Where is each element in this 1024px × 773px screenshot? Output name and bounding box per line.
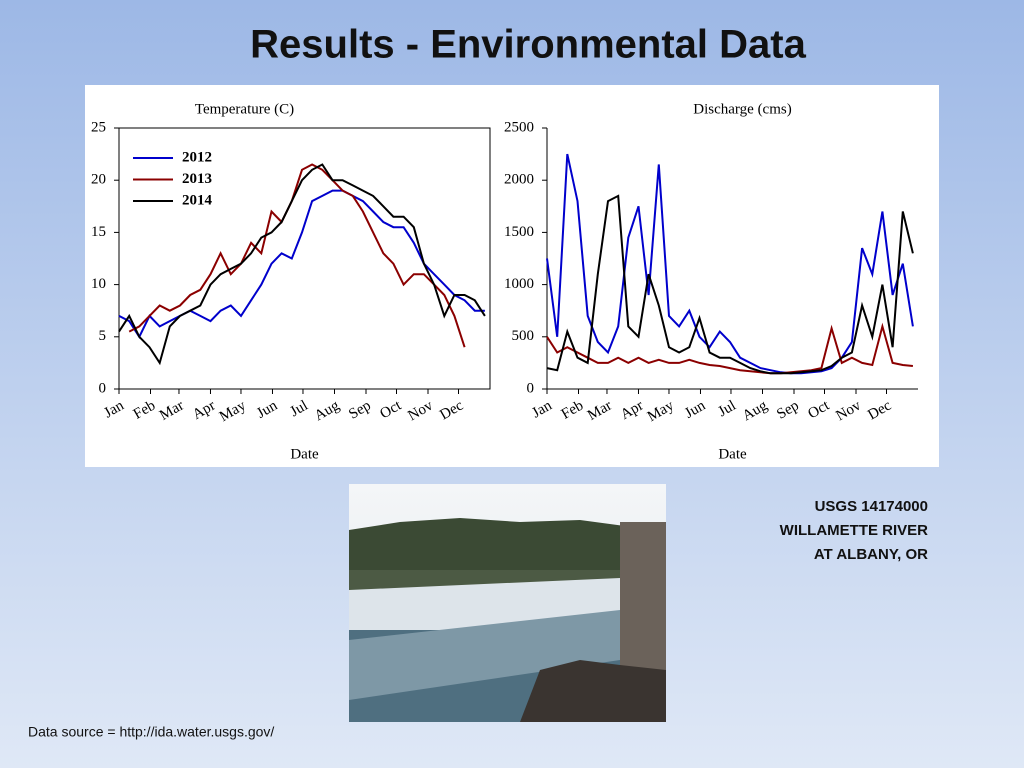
chart-title: Temperature (C) — [195, 101, 294, 117]
y-tick-label: 0 — [527, 380, 535, 396]
x-axis-label: Date — [290, 446, 319, 462]
data-line — [546, 153, 914, 375]
y-tick-label: 5 — [99, 328, 107, 344]
station-line: AT ALBANY, OR — [814, 546, 928, 563]
y-tick-label: 15 — [91, 224, 106, 240]
legend-label: 2012 — [182, 149, 212, 165]
legend-label: 2013 — [182, 171, 212, 187]
data-line — [118, 163, 486, 366]
slide-title: Results - Environmental Data — [250, 23, 806, 67]
x-axis-label: Date — [718, 446, 747, 462]
chart-title: Discharge (cms) — [693, 101, 791, 117]
chart-panel — [85, 85, 939, 467]
y-tick-label: 10 — [91, 276, 106, 292]
station-line: WILLAMETTE RIVER — [780, 522, 928, 539]
photo — [349, 484, 666, 722]
source-note: Data source = http://ida.water.usgs.gov/ — [28, 724, 274, 740]
y-tick-label: 2000 — [504, 172, 534, 188]
y-tick-label: 1500 — [504, 224, 534, 240]
data-line — [128, 163, 466, 348]
station-line: USGS 14174000 — [815, 498, 928, 515]
data-line — [546, 194, 914, 375]
x-tick-label: Jul — [288, 398, 311, 421]
x-tick-label: Jul — [716, 398, 739, 421]
y-tick-label: 20 — [91, 172, 106, 188]
y-tick-label: 500 — [512, 328, 535, 344]
y-tick-label: 0 — [99, 380, 107, 396]
y-tick-label: 2500 — [504, 119, 534, 135]
data-line — [546, 322, 913, 375]
plot-frame — [118, 127, 491, 390]
y-tick-label: 1000 — [504, 276, 534, 292]
y-tick-label: 25 — [91, 119, 106, 135]
legend-label: 2014 — [182, 192, 213, 208]
